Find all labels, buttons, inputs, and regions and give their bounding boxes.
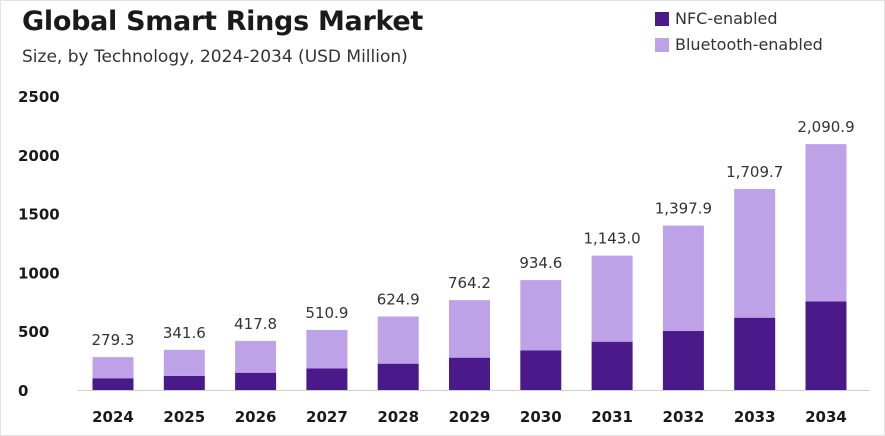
total-value-label: 510.9 [305, 304, 348, 322]
bar-bluetooth [662, 225, 704, 331]
total-value-label: 764.2 [448, 274, 491, 292]
legend: NFC-enabled Bluetooth-enabled [655, 6, 823, 58]
y-tick-label: 0 [18, 382, 28, 400]
bar-bluetooth [306, 329, 348, 369]
y-tick-label: 2000 [18, 147, 60, 165]
bar-bluetooth [805, 144, 847, 302]
total-value-label: 341.6 [163, 324, 206, 342]
bar-nfc [591, 341, 633, 390]
total-value-label: 1,397.9 [655, 200, 712, 218]
chart-title: Global Smart Rings Market [22, 6, 424, 37]
bar-nfc [163, 375, 205, 390]
legend-item-nfc: NFC-enabled [655, 6, 823, 31]
bar-nfc [520, 350, 562, 390]
legend-label-bluetooth: Bluetooth-enabled [675, 35, 823, 54]
bar-bluetooth [520, 280, 562, 351]
bar-bluetooth [235, 340, 277, 373]
total-value-label: 934.6 [519, 254, 562, 272]
x-tick-label: 2028 [377, 408, 419, 426]
bar-bluetooth [591, 255, 633, 342]
bar-nfc [92, 378, 134, 390]
x-tick-label: 2031 [591, 408, 633, 426]
x-tick-label: 2030 [520, 408, 562, 426]
x-tick-label: 2026 [235, 408, 277, 426]
x-tick-label: 2025 [163, 408, 205, 426]
bar-bluetooth [163, 349, 205, 376]
bar-bluetooth [734, 188, 776, 318]
total-value-label: 417.8 [234, 315, 277, 333]
x-tick-label: 2034 [805, 408, 847, 426]
y-tick-label: 1500 [18, 206, 60, 224]
bar-nfc [734, 317, 776, 390]
bar-nfc [805, 301, 847, 390]
bar-bluetooth [377, 316, 419, 364]
bar-bluetooth [92, 357, 134, 379]
y-tick-label: 500 [18, 323, 49, 341]
bar-bluetooth [449, 300, 490, 358]
y-tick-label: 2500 [18, 88, 60, 106]
x-tick-label: 2032 [663, 408, 705, 426]
x-tick-label: 2027 [306, 408, 348, 426]
x-tick-label: 2033 [734, 408, 776, 426]
bar-nfc [235, 372, 277, 390]
legend-label-nfc: NFC-enabled [675, 9, 778, 28]
legend-item-bluetooth: Bluetooth-enabled [655, 32, 823, 57]
bar-nfc [662, 330, 704, 390]
total-value-label: 2,090.9 [797, 118, 854, 136]
legend-swatch-bluetooth [655, 37, 669, 52]
total-value-label: 624.9 [377, 291, 420, 309]
bar-nfc [306, 368, 348, 390]
total-value-label: 1,709.7 [726, 163, 783, 181]
y-tick-label: 1000 [18, 264, 60, 282]
bar-nfc [377, 363, 419, 390]
chart-subtitle: Size, by Technology, 2024-2034 (USD Mill… [22, 47, 408, 67]
total-value-label: 279.3 [92, 331, 135, 349]
total-value-label: 1,143.0 [583, 230, 640, 248]
legend-swatch-nfc [655, 11, 669, 26]
x-tick-label: 2024 [92, 408, 134, 426]
x-tick-label: 2029 [449, 408, 491, 426]
bar-nfc [449, 357, 490, 390]
